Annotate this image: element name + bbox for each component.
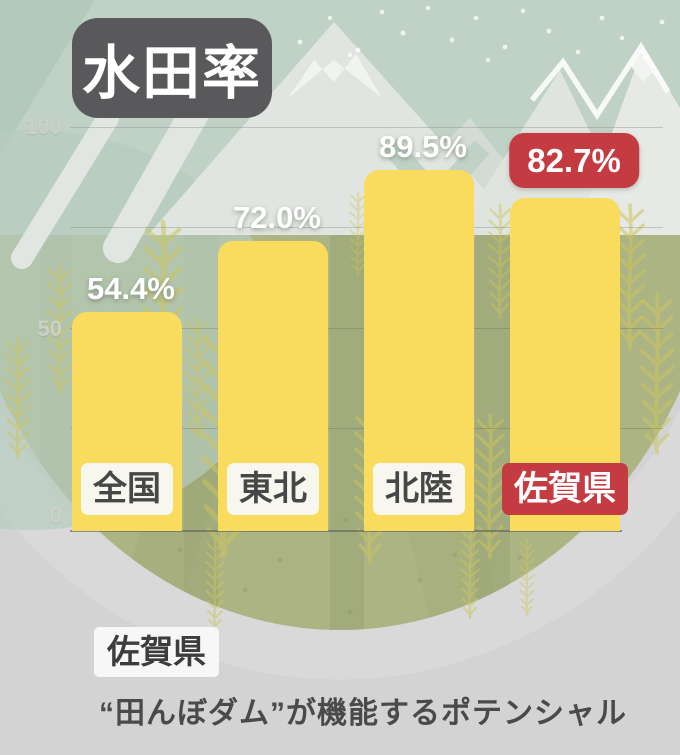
footer-region-label: 佐賀県: [94, 627, 219, 677]
bar-value-label: 54.4%: [87, 271, 175, 306]
bar-value-label: 72.0%: [233, 200, 321, 235]
ytick-100: 100: [25, 114, 62, 139]
bar-category-label: 北陸: [373, 463, 465, 515]
chart-title-badge: 水田率: [72, 18, 272, 118]
gridline-100: [70, 127, 663, 128]
footer-caption: “田んぼダム”が機能するポテンシャル: [99, 697, 627, 730]
axis-baseline: [70, 530, 622, 532]
bar-category-label: 東北: [227, 463, 319, 515]
bar-category-label: 佐賀県: [502, 463, 628, 515]
bar-value-badge: 82.7%: [509, 133, 639, 188]
bar-value-label: 89.5%: [379, 129, 467, 164]
ytick-50: 50: [37, 316, 62, 341]
ytick-0: 0: [49, 503, 62, 528]
chart-title: 水田率: [81, 41, 262, 106]
bar-category-label: 全国: [81, 463, 173, 515]
